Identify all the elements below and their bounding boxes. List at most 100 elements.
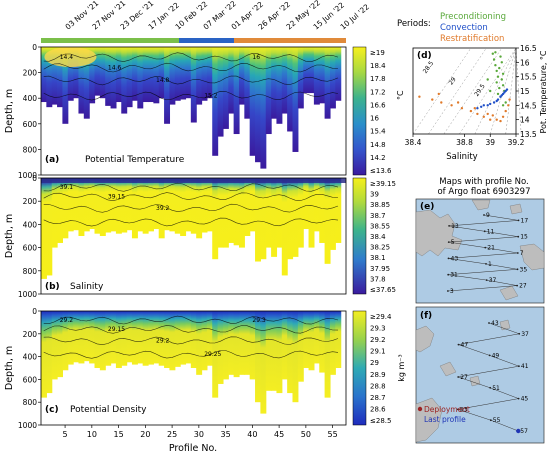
x-tick-label: 35 [221, 430, 231, 439]
profile-column [67, 47, 74, 101]
profile-column [297, 178, 304, 248]
panel-title: Potential Temperature [85, 155, 185, 165]
profile-column [169, 178, 176, 232]
profile-column [110, 178, 117, 232]
period-bar-preconditioning [41, 38, 179, 43]
ts-point [507, 104, 510, 107]
profile-column [148, 311, 154, 365]
contour-label: 14.8 [156, 77, 170, 84]
y-tick-label: 16 [520, 58, 530, 67]
ts-point [500, 94, 503, 97]
y-axis-label: Depth, m [4, 346, 15, 390]
profile-number-label: 15 [520, 234, 528, 241]
y-tick-label: 0 [32, 307, 37, 316]
x-tick-label: 25 [167, 430, 177, 439]
colorbar-tick-label: 37.95 [370, 265, 390, 273]
y-tick-label: 800 [23, 398, 38, 407]
map-land [509, 203, 523, 215]
profile-column [271, 47, 278, 119]
y-tick-label: 400 [23, 353, 38, 362]
panel-d-ts-diagram: Periods: Preconditioning Convection Rest… [396, 12, 548, 162]
ts-point [494, 63, 497, 67]
track-point [516, 252, 519, 254]
profile-number-label: 45 [521, 396, 529, 403]
profile-column [142, 311, 149, 366]
y-tick-label: 800 [23, 267, 38, 276]
ts-point [494, 51, 497, 54]
x-tick-label: 45 [274, 430, 284, 439]
profile-number-label: 31 [450, 272, 458, 279]
x-tick-label: 30 [194, 430, 204, 439]
colorbar-tick-label: 38.1 [370, 254, 386, 262]
warm-surface-patch [44, 47, 97, 67]
profile-column [164, 47, 171, 124]
profile-column [67, 178, 74, 232]
density-isoline [459, 47, 517, 135]
colorbar-tick-label: 29 [370, 359, 379, 367]
salinity-contours: 39.1 39.15 39.2 [43, 182, 339, 227]
profile-column [190, 311, 197, 368]
profile-number-label: 27 [460, 374, 468, 381]
colorbar-unit-label: kg m⁻³ [397, 354, 406, 381]
map-land [439, 361, 457, 377]
profile-column [196, 311, 203, 375]
profile-column [51, 47, 58, 105]
colorbar [352, 310, 367, 426]
profile-column [228, 311, 235, 375]
profile-column [201, 178, 208, 233]
contour-line [43, 336, 339, 346]
profile-column [212, 311, 219, 398]
contour-line [43, 52, 339, 63]
period-bar-convection [179, 38, 234, 43]
track-point [457, 343, 460, 346]
contour-label: 14.4 [60, 54, 74, 61]
profile-number-label: 13 [451, 223, 459, 230]
profile-column [94, 311, 101, 368]
profile-column [169, 47, 176, 105]
profile-column [335, 311, 342, 368]
profile-column [217, 311, 224, 384]
profile-column [174, 47, 181, 101]
profile-column [292, 47, 299, 152]
profile-column [158, 311, 165, 366]
profile-column [46, 178, 53, 276]
ts-point [486, 112, 489, 116]
y-tick-label: 13.5 [520, 130, 537, 139]
profile-column [94, 178, 101, 234]
y-tick-label: 14.5 [520, 101, 537, 110]
profile-column [308, 47, 315, 94]
profile-column [297, 47, 304, 109]
track-point [483, 214, 485, 216]
profile-column [137, 178, 144, 232]
profile-column [164, 178, 171, 231]
ts-point [418, 95, 421, 98]
profile-column [212, 47, 219, 156]
contour-label: 29.2 [156, 337, 170, 344]
ts-point [456, 101, 460, 104]
panel-label: (b) [45, 282, 60, 292]
profile-column [206, 178, 213, 232]
profile-column [260, 47, 267, 169]
profile-column [238, 311, 245, 375]
colorbar-tick-label: 16.6 [370, 101, 386, 109]
density-isoline [412, 47, 472, 135]
ts-point [498, 66, 501, 70]
profile-column [180, 47, 187, 100]
profile-column [276, 47, 283, 124]
contour-line [43, 325, 339, 334]
profile-column [196, 47, 203, 105]
panel-title: Potential Density [70, 405, 147, 415]
profile-column [335, 178, 342, 243]
ts-point [501, 72, 505, 76]
colorbar-tick-label: 17.2 [370, 88, 386, 96]
profile-column [319, 178, 326, 243]
colorbar-ticks: ≥39.15 39 38.85 38.7 38.55 38.4 38.25 38.1 37.95… [370, 180, 396, 294]
ts-point [504, 109, 507, 113]
ts-point [498, 86, 501, 90]
profile-column [185, 47, 192, 99]
profile-column [73, 178, 80, 231]
ts-point [476, 107, 479, 110]
profile-column [115, 47, 122, 103]
track-point [457, 376, 460, 378]
track-point [517, 235, 520, 238]
